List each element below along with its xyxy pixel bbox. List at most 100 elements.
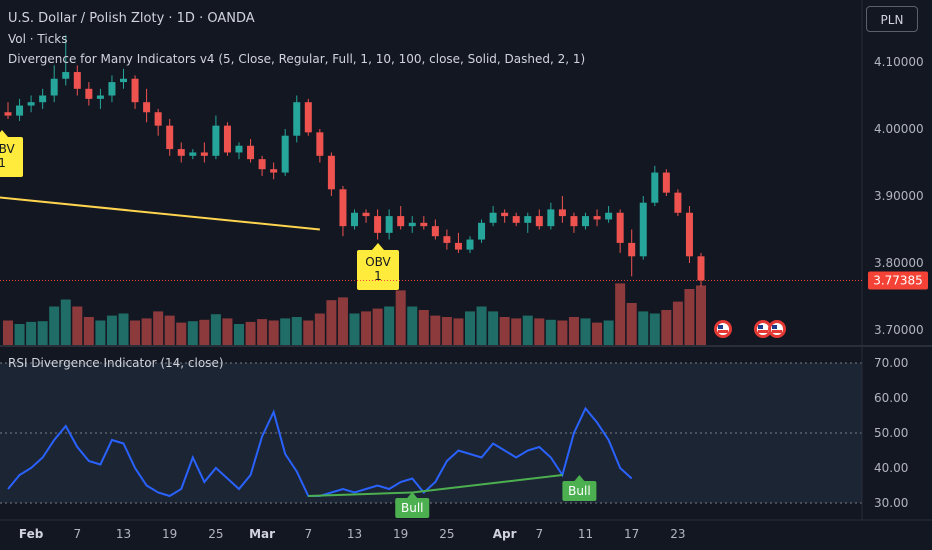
symbol-legend[interactable]: U.S. Dollar / Polish Zloty · 1D · OANDA [8, 11, 255, 26]
rsi-bull-divergence-line [308, 491, 413, 497]
volume-bar [395, 290, 406, 345]
volume-bar [326, 300, 337, 345]
candle-body [258, 159, 266, 170]
volume-bar [603, 320, 614, 345]
candle-body [662, 172, 670, 193]
volume-bar [95, 320, 106, 345]
time-axis-label: 25 [439, 527, 454, 541]
candle-body [593, 216, 601, 220]
volume-bar [661, 310, 672, 345]
candle-body [120, 78, 127, 83]
candle-body [674, 192, 682, 213]
volume-bar [14, 324, 25, 345]
time-axis-label: 17 [624, 527, 639, 541]
time-axis-label: 11 [578, 527, 593, 541]
candle-body [697, 256, 705, 281]
candle-body [570, 216, 578, 227]
time-axis-label: 7 [304, 527, 312, 541]
candle-body [131, 78, 139, 103]
volume-bar [199, 319, 210, 345]
volume-bar [83, 317, 94, 345]
rsi-axis-tick: 50.00 [874, 426, 908, 440]
time-axis-label: 25 [208, 527, 223, 541]
time-axis-label: Feb [19, 527, 44, 541]
candle-body [62, 72, 70, 79]
price-axis-tick: 3.70000 [874, 323, 924, 337]
volume-bar [626, 303, 637, 345]
time-axis-label: 13 [116, 527, 131, 541]
candle-body [628, 242, 636, 257]
rsi-bull-divergence-line [412, 474, 563, 494]
rsi-axis-tick: 70.00 [874, 356, 908, 370]
bull-label-text: Bull [401, 501, 424, 515]
bull-label-2: Bull [562, 475, 597, 501]
volume-bar [3, 320, 13, 345]
volume-bar [476, 306, 487, 345]
volume-bar [441, 317, 452, 345]
volume-bar [291, 317, 302, 345]
candle-body [339, 189, 347, 227]
divergence-legend[interactable]: Divergence for Many Indicators v4 (5, Cl… [8, 52, 586, 66]
candle-body [385, 216, 393, 233]
candle-body [189, 152, 197, 156]
volume-bar [280, 318, 291, 345]
volume-bar [49, 306, 60, 345]
time-axis-label: Mar [249, 527, 275, 541]
candle-body [651, 172, 659, 203]
obv-label-text: 1 [0, 156, 6, 170]
volume-bar [580, 318, 591, 345]
us-flag-event-icon[interactable] [768, 320, 786, 338]
volume-bar [384, 306, 395, 345]
volume-bar [407, 306, 418, 345]
candle-body [16, 105, 24, 116]
candle-body [154, 112, 162, 126]
candle-body [73, 72, 81, 89]
rsi-legend[interactable]: RSI Divergence Indicator (14, close) [8, 356, 224, 370]
volume-bar [314, 313, 325, 345]
volume-bar [453, 318, 464, 345]
candle-body [420, 222, 428, 227]
volume-bar [37, 321, 48, 345]
volume-bar [615, 283, 626, 345]
volume-bar [522, 315, 533, 345]
volume-bar [106, 315, 117, 345]
candle-body [616, 212, 624, 243]
volume-bar [557, 320, 568, 345]
candle-body [547, 209, 555, 227]
volume-bar [130, 320, 141, 345]
candle-body [351, 212, 358, 227]
candle-body [489, 212, 497, 223]
time-axis-label: 19 [162, 527, 177, 541]
candle-body [223, 125, 231, 153]
volume-bar [60, 299, 71, 345]
volume-bar [257, 319, 268, 345]
candle-body [212, 125, 220, 156]
last-price-text: 3.77385 [873, 274, 923, 288]
candle-body [4, 112, 12, 116]
volume-bar [649, 313, 660, 345]
volume-legend[interactable]: Vol · Ticks [8, 32, 68, 46]
us-flag-event-icon[interactable] [714, 320, 732, 338]
time-axis-label: 7 [535, 527, 543, 541]
candle-body [177, 149, 185, 156]
time-axis-label: 23 [670, 527, 685, 541]
candle-body [501, 212, 509, 217]
rsi-axis-tick: 60.00 [874, 391, 908, 405]
bull-label-text: Bull [568, 484, 591, 498]
us-flag-event-icon[interactable] [754, 320, 772, 338]
candle-body [200, 152, 208, 156]
currency-button[interactable]: PLN [866, 6, 918, 32]
volume-bar [488, 311, 499, 345]
candle-body [431, 226, 439, 237]
volume-bar [545, 319, 556, 345]
candle-body [281, 135, 289, 173]
candle-body [535, 216, 543, 227]
volume-bar [568, 317, 579, 345]
volume-bar [499, 317, 510, 345]
last-price-badge[interactable] [868, 271, 928, 290]
time-axis-label: 13 [347, 527, 362, 541]
volume-bar [511, 318, 522, 345]
candle-body [293, 102, 301, 136]
candle-body [374, 216, 382, 233]
